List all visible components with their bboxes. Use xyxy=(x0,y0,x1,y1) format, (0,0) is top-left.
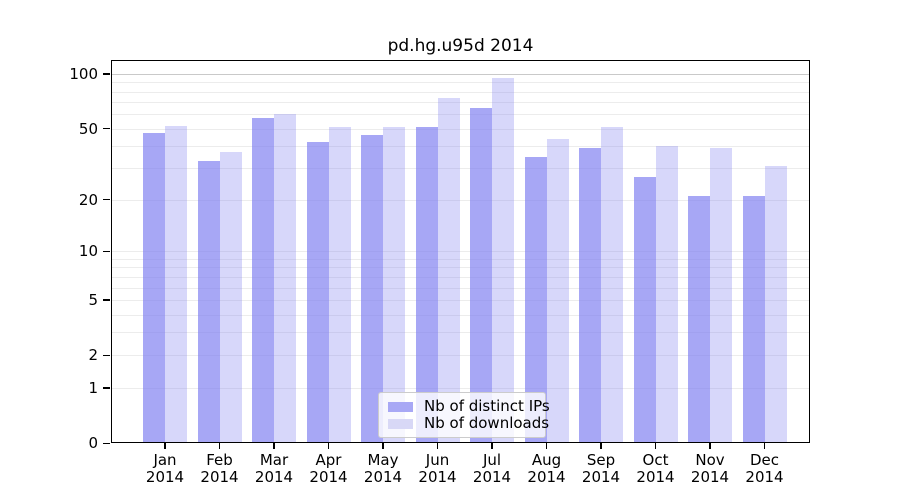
y-tick-label-50: 50 xyxy=(78,119,98,138)
gridline-2 xyxy=(111,355,810,357)
bar-downloads-feb xyxy=(219,152,242,444)
legend-row-distinct-ips: Nb of distinct IPs xyxy=(388,398,550,415)
legend-swatch-distinct-ips xyxy=(388,401,413,412)
x-tick-label-nov: Nov 2014 xyxy=(690,451,730,486)
gridline-3 xyxy=(111,332,810,334)
bar-downloads-oct xyxy=(655,146,678,444)
x-tick-jul xyxy=(491,443,493,450)
x-tick-label-may: May 2014 xyxy=(363,451,403,486)
bar-distinct-ips-mar xyxy=(252,118,274,444)
legend-label-distinct-ips: Nb of distinct IPs xyxy=(424,397,550,415)
bar-distinct-ips-sep xyxy=(579,148,601,444)
gridline-7 xyxy=(111,276,810,278)
gridline-100 xyxy=(111,73,810,75)
legend-row-downloads: Nb of downloads xyxy=(388,415,549,432)
x-tick-label-feb: Feb 2014 xyxy=(200,451,239,486)
bar-downloads-mar xyxy=(274,114,296,444)
x-tick-nov xyxy=(709,443,711,450)
x-tick-label-sep: Sep 2014 xyxy=(581,451,621,486)
gridline-90 xyxy=(111,82,810,84)
x-tick-mar xyxy=(273,443,275,450)
y-tick-0 xyxy=(103,442,110,445)
y-tick-2 xyxy=(103,354,110,357)
gridline-60 xyxy=(111,114,810,116)
bar-downloads-may xyxy=(383,127,405,444)
bar-downloads-jul xyxy=(492,78,514,444)
x-tick-sep xyxy=(600,443,602,450)
x-tick-may xyxy=(382,443,384,450)
x-tick-feb xyxy=(218,443,221,450)
bar-distinct-ips-dec xyxy=(742,195,765,444)
legend: Nb of distinct IPs Nb of downloads xyxy=(378,392,550,438)
y-tick-label-0: 0 xyxy=(88,434,98,453)
y-tick-1 xyxy=(103,387,110,389)
x-tick-label-jun: Jun 2014 xyxy=(418,451,457,486)
gridline-5 xyxy=(111,299,810,301)
gridline-1 xyxy=(111,387,810,389)
bar-downloads-jan xyxy=(165,125,187,444)
x-tick-jan xyxy=(164,443,166,450)
y-tick-label-5: 5 xyxy=(88,290,98,309)
bar-distinct-ips-nov xyxy=(688,195,710,444)
x-tick-jun xyxy=(436,443,439,450)
legend-swatch-downloads xyxy=(388,418,413,429)
x-tick-label-aug: Aug 2014 xyxy=(527,451,566,486)
bar-downloads-sep xyxy=(601,127,623,444)
gridline-40 xyxy=(111,146,810,148)
x-tick-label-mar: Mar 2014 xyxy=(254,451,294,486)
bar-distinct-ips-jul xyxy=(470,108,492,444)
y-tick-10 xyxy=(103,250,110,253)
y-tick-label-20: 20 xyxy=(78,190,98,209)
gridline-6 xyxy=(111,287,810,289)
y-tick-label-2: 2 xyxy=(88,346,98,365)
gridline-9 xyxy=(111,259,810,260)
x-tick-dec xyxy=(763,443,766,450)
bar-downloads-jun xyxy=(437,97,460,444)
gridline-80 xyxy=(111,91,810,93)
y-tick-5 xyxy=(103,299,110,301)
bar-downloads-aug xyxy=(546,138,569,444)
bar-distinct-ips-aug xyxy=(524,156,547,444)
gridline-20 xyxy=(111,199,810,201)
x-tick-label-jan: Jan 2014 xyxy=(145,451,185,486)
y-tick-50 xyxy=(103,127,110,130)
chart-title: pd.hg.u95d 2014 xyxy=(387,36,534,56)
x-tick-label-dec: Dec 2014 xyxy=(745,451,784,486)
gridline-8 xyxy=(111,267,810,269)
bar-downloads-nov xyxy=(710,148,732,444)
x-tick-oct xyxy=(654,443,657,450)
legend-label-downloads: Nb of downloads xyxy=(424,414,550,432)
y-tick-label-100: 100 xyxy=(69,64,98,83)
gridline-10 xyxy=(111,251,810,253)
gridline-4 xyxy=(111,314,810,316)
x-tick-label-oct: Oct 2014 xyxy=(636,451,675,486)
gridline-30 xyxy=(111,168,810,170)
x-tick-apr xyxy=(327,443,330,450)
bar-distinct-ips-apr xyxy=(306,142,329,444)
x-tick-label-apr: Apr 2014 xyxy=(309,451,348,486)
y-tick-label-1: 1 xyxy=(88,378,98,397)
bar-distinct-ips-oct xyxy=(633,176,656,444)
gridline-70 xyxy=(111,102,810,104)
bar-downloads-apr xyxy=(328,127,351,444)
bar-distinct-ips-jan xyxy=(143,133,165,444)
bar-distinct-ips-feb xyxy=(197,161,220,444)
x-tick-label-jul: Jul 2014 xyxy=(472,451,512,486)
y-tick-100 xyxy=(103,73,110,75)
y-tick-20 xyxy=(103,198,110,201)
y-tick-label-10: 10 xyxy=(78,242,98,261)
x-tick-aug xyxy=(545,443,548,450)
bar-distinct-ips-may xyxy=(361,135,383,444)
bar-downloads-dec xyxy=(764,165,787,444)
bar-distinct-ips-jun xyxy=(415,127,438,444)
plot-area xyxy=(111,60,810,444)
gridline-50 xyxy=(111,128,810,130)
